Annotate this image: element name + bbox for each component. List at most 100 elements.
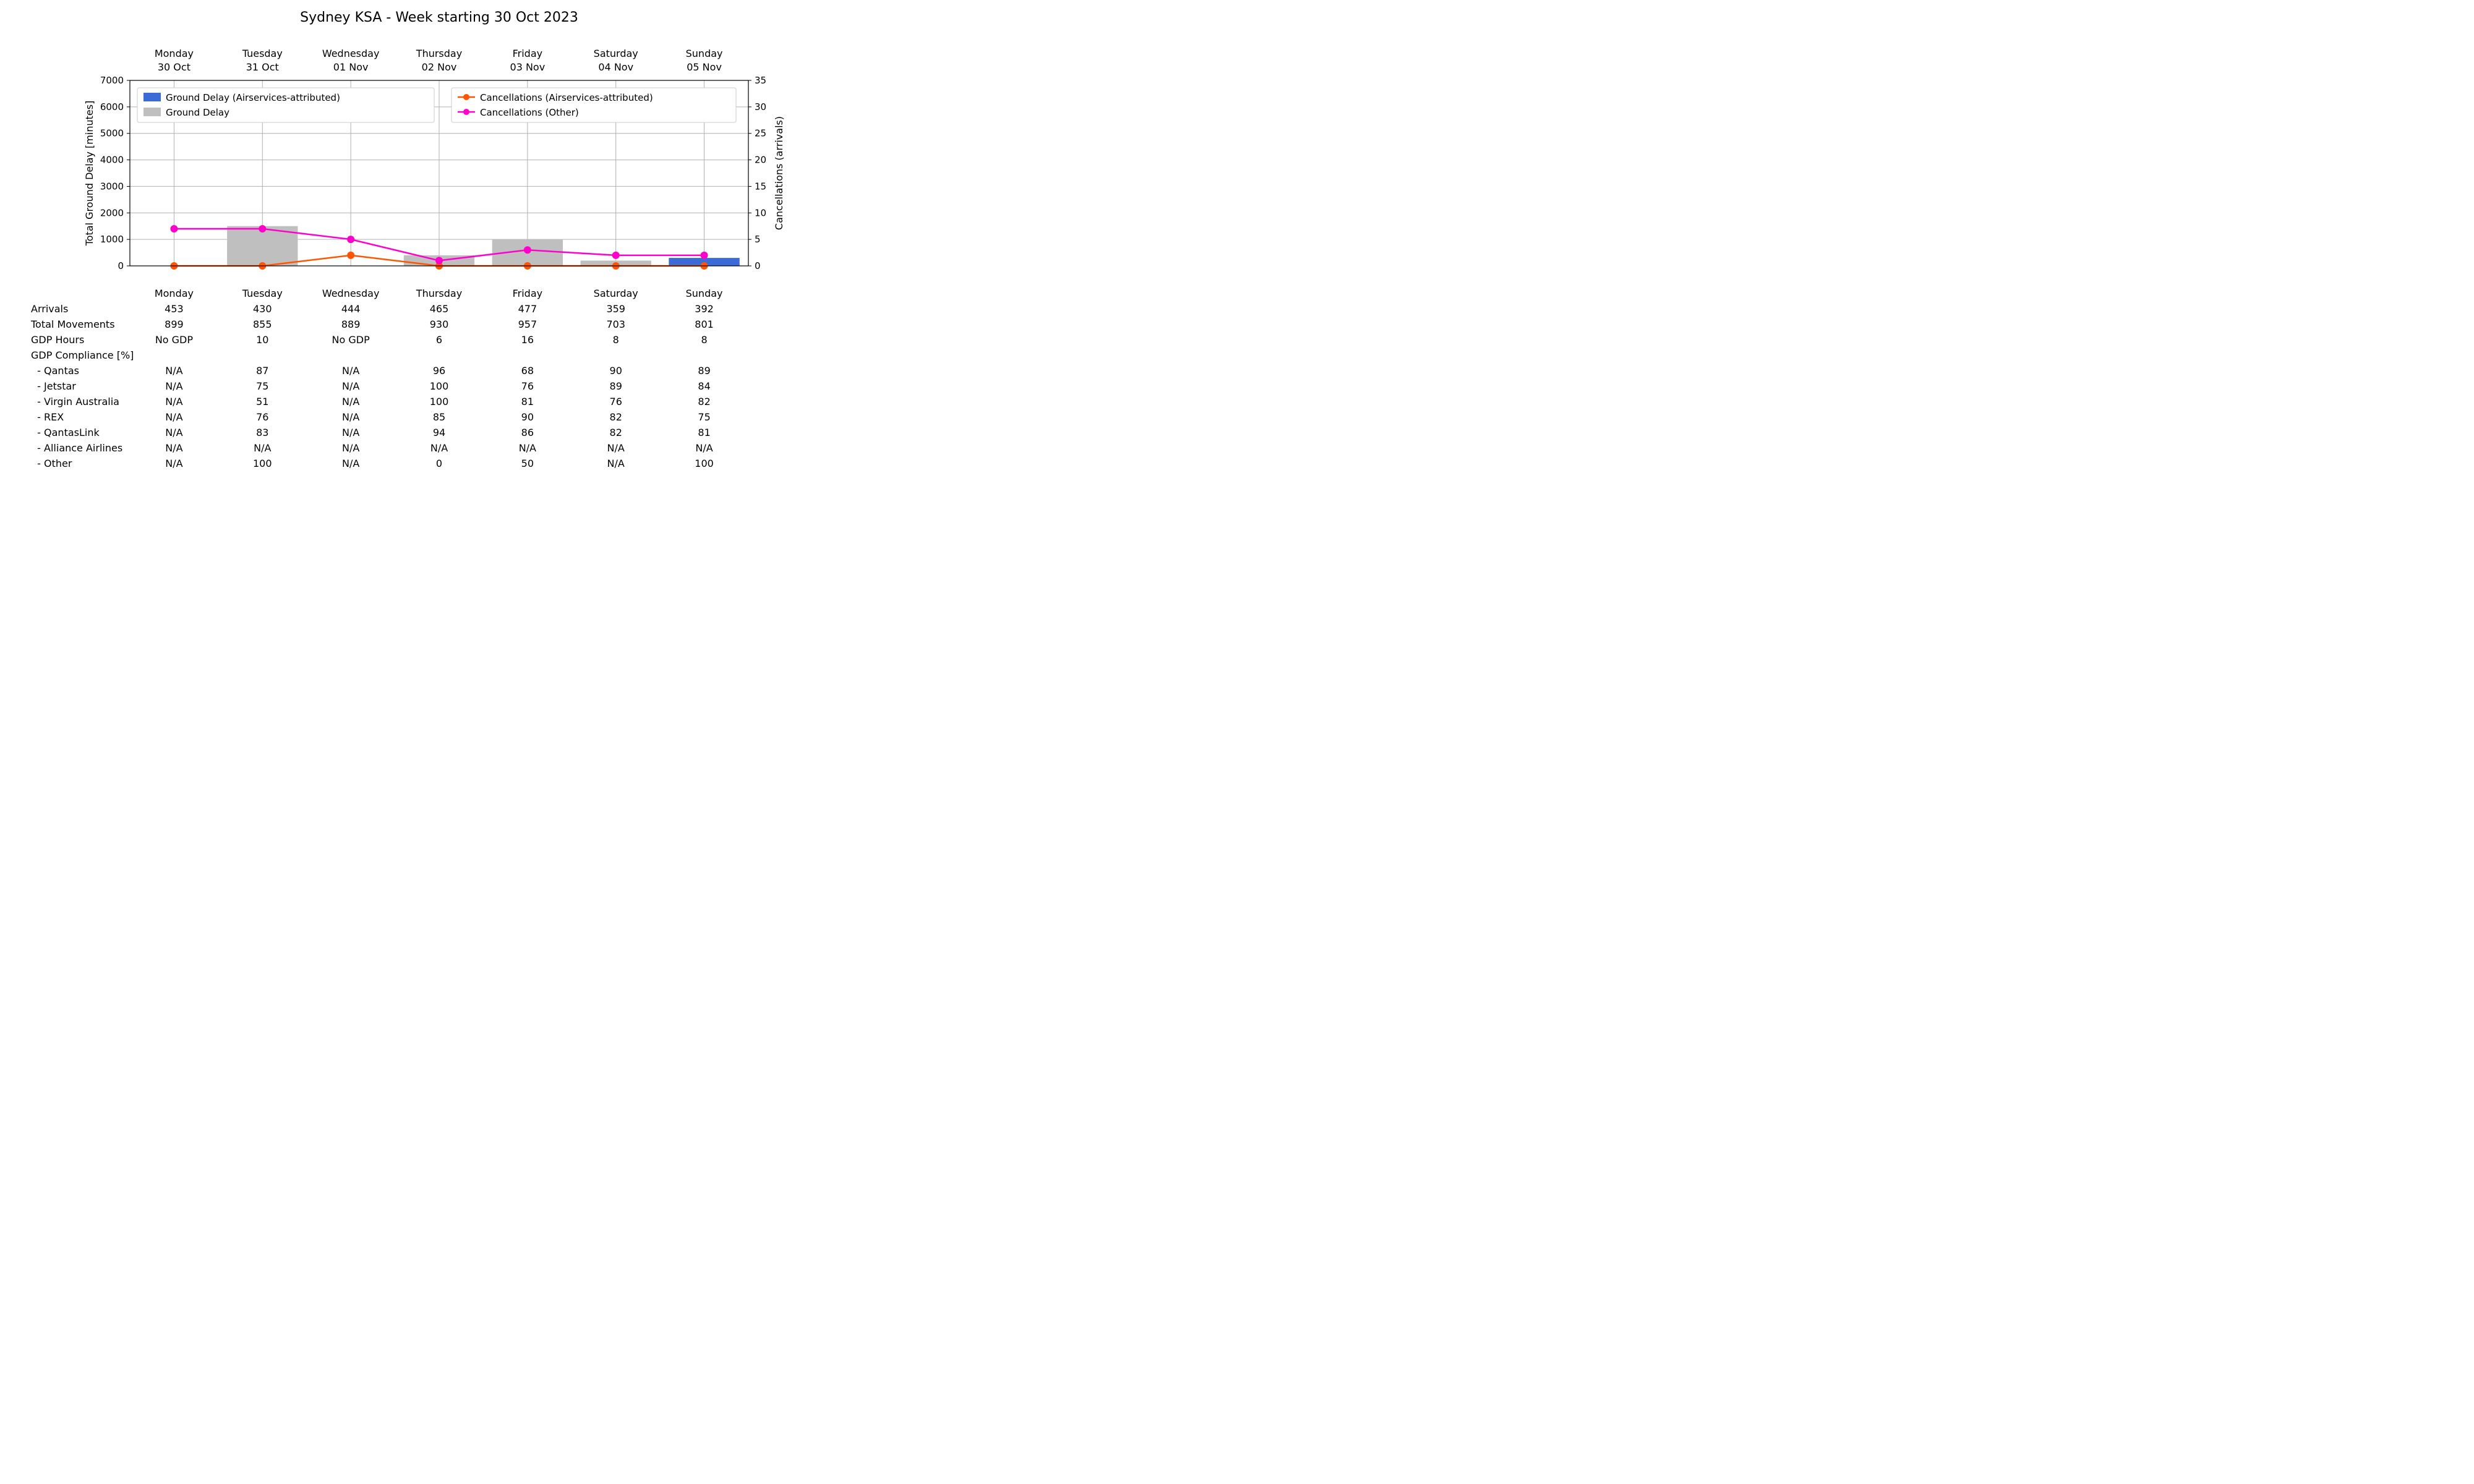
table-cell: 392 bbox=[695, 303, 714, 315]
table-cell: N/A bbox=[607, 458, 625, 469]
table-cell: N/A bbox=[430, 442, 448, 454]
cancellations-other-marker bbox=[524, 246, 531, 254]
cancellations-other-marker bbox=[435, 257, 443, 264]
table-col-header: Thursday bbox=[416, 288, 462, 299]
table-cell: 855 bbox=[253, 318, 272, 330]
table-cell: 75 bbox=[698, 411, 710, 423]
table-cell: N/A bbox=[342, 442, 359, 454]
y-right-tick: 15 bbox=[755, 181, 766, 192]
top-day-date: 01 Nov bbox=[333, 61, 369, 73]
top-day-name: Friday bbox=[513, 48, 543, 59]
table-cell: 75 bbox=[256, 380, 268, 392]
y-right-tick: 35 bbox=[755, 75, 766, 86]
table-row-label: - REX bbox=[31, 411, 64, 423]
top-day-date: 04 Nov bbox=[598, 61, 633, 73]
y-left-tick: 4000 bbox=[100, 155, 124, 166]
table-row-label: GDP Hours bbox=[31, 334, 84, 346]
table-col-header: Sunday bbox=[686, 288, 723, 299]
y-right-tick: 20 bbox=[755, 155, 766, 166]
legend-cancel-attr-label: Cancellations (Airservices-attributed) bbox=[480, 92, 653, 103]
top-day-name: Monday bbox=[155, 48, 194, 59]
y-left-tick: 6000 bbox=[100, 101, 124, 113]
legend-cancel-other-label: Cancellations (Other) bbox=[480, 107, 579, 118]
cancellations-other-marker bbox=[612, 252, 620, 259]
table-cell: N/A bbox=[165, 427, 182, 438]
table-cell: N/A bbox=[254, 442, 271, 454]
table-cell: 477 bbox=[518, 303, 537, 315]
table-cell: No GDP bbox=[332, 334, 370, 346]
table-cell: 889 bbox=[341, 318, 361, 330]
table-cell: 10 bbox=[256, 334, 268, 346]
top-day-date: 05 Nov bbox=[687, 61, 722, 73]
table-cell: 81 bbox=[698, 427, 710, 438]
table-cell: N/A bbox=[342, 396, 359, 407]
table-cell: N/A bbox=[695, 442, 713, 454]
table-row-label: - Alliance Airlines bbox=[31, 442, 122, 454]
table-row-label: GDP Compliance [%] bbox=[31, 349, 134, 361]
table-cell: 359 bbox=[606, 303, 625, 315]
table-cell: N/A bbox=[342, 458, 359, 469]
y-left-tick: 5000 bbox=[100, 128, 124, 139]
table-cell: 51 bbox=[256, 396, 268, 407]
y-left-tick: 0 bbox=[118, 260, 124, 271]
top-day-name: Saturday bbox=[594, 48, 638, 59]
table-cell: 90 bbox=[610, 365, 622, 377]
table-cell: 8 bbox=[701, 334, 707, 346]
table-cell: 82 bbox=[610, 411, 622, 423]
cancellations-attributed-marker bbox=[347, 252, 354, 259]
table-cell: N/A bbox=[342, 427, 359, 438]
table-cell: 89 bbox=[610, 380, 622, 392]
table-cell: 76 bbox=[256, 411, 268, 423]
table-cell: 100 bbox=[430, 396, 449, 407]
legend-gd-attr-label: Ground Delay (Airservices-attributed) bbox=[166, 92, 340, 103]
table-cell: 50 bbox=[521, 458, 534, 469]
cancellations-other-marker bbox=[347, 236, 354, 243]
table-cell: 100 bbox=[430, 380, 449, 392]
table-col-header: Saturday bbox=[594, 288, 638, 299]
table-cell: 453 bbox=[165, 303, 184, 315]
y-left-tick: 3000 bbox=[100, 181, 124, 192]
table-row-label: Total Movements bbox=[30, 318, 115, 330]
table-cell: 76 bbox=[610, 396, 622, 407]
table-cell: 6 bbox=[436, 334, 442, 346]
top-day-name: Sunday bbox=[686, 48, 723, 59]
top-day-name: Wednesday bbox=[322, 48, 380, 59]
table-cell: 96 bbox=[433, 365, 445, 377]
table-cell: 81 bbox=[521, 396, 534, 407]
table-cell: 100 bbox=[695, 458, 714, 469]
table-cell: 68 bbox=[521, 365, 534, 377]
table-cell: 76 bbox=[521, 380, 534, 392]
table-cell: 930 bbox=[430, 318, 449, 330]
table-cell: 100 bbox=[253, 458, 272, 469]
table-cell: 0 bbox=[436, 458, 442, 469]
cancellations-other-marker bbox=[701, 252, 708, 259]
top-day-date: 30 Oct bbox=[158, 61, 190, 73]
table-cell: 90 bbox=[521, 411, 534, 423]
top-day-name: Thursday bbox=[416, 48, 462, 59]
table-cell: 84 bbox=[698, 380, 710, 392]
top-day-date: 31 Oct bbox=[246, 61, 279, 73]
table-row-label: - QantasLink bbox=[31, 427, 100, 438]
table-col-header: Monday bbox=[155, 288, 194, 299]
cancellations-other-marker bbox=[259, 225, 266, 232]
cancellations-other-marker bbox=[170, 225, 178, 232]
table-cell: N/A bbox=[342, 411, 359, 423]
table-cell: N/A bbox=[607, 442, 625, 454]
table-cell: 8 bbox=[613, 334, 619, 346]
table-cell: 16 bbox=[521, 334, 534, 346]
top-day-name: Tuesday bbox=[242, 48, 283, 59]
table-col-header: Wednesday bbox=[322, 288, 380, 299]
y-left-tick: 2000 bbox=[100, 207, 124, 218]
y-right-tick: 5 bbox=[755, 234, 761, 245]
table-cell: N/A bbox=[165, 396, 182, 407]
top-day-date: 03 Nov bbox=[510, 61, 546, 73]
table-cell: 94 bbox=[433, 427, 445, 438]
table-cell: N/A bbox=[519, 442, 536, 454]
table-cell: 801 bbox=[695, 318, 714, 330]
table-row-label: - Jetstar bbox=[31, 380, 76, 392]
table-cell: N/A bbox=[165, 365, 182, 377]
y-left-tick: 7000 bbox=[100, 75, 124, 86]
y-right-tick: 25 bbox=[755, 128, 766, 139]
table-row-label: - Qantas bbox=[31, 365, 79, 377]
table-col-header: Friday bbox=[513, 288, 543, 299]
